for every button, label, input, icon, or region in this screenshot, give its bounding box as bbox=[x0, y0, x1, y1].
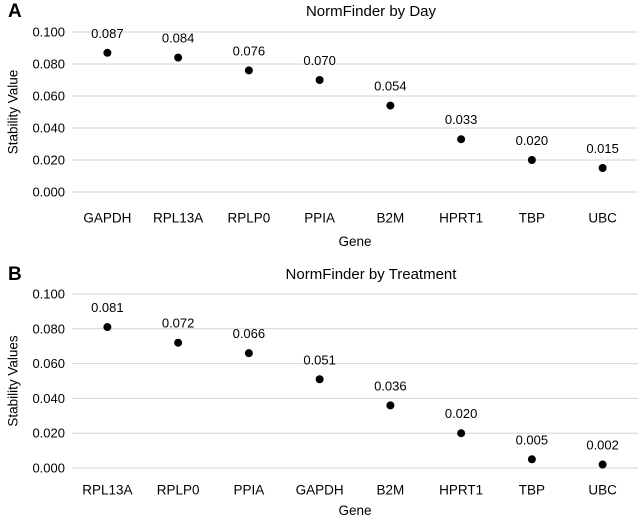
chart-title-b: NormFinder by Treatment bbox=[285, 266, 457, 283]
y-tick-label: 0.020 bbox=[32, 153, 65, 168]
data-point bbox=[244, 349, 253, 358]
y-tick-label: 0.040 bbox=[32, 121, 65, 136]
x-tick-label: PPIA bbox=[233, 483, 264, 498]
data-point-label: 0.033 bbox=[445, 112, 478, 127]
x-tick-label: HPRT1 bbox=[439, 483, 483, 498]
data-point bbox=[103, 48, 112, 57]
data-point-label: 0.066 bbox=[233, 326, 266, 341]
x-tick-label: RPL13A bbox=[153, 211, 203, 226]
data-point bbox=[244, 66, 253, 75]
y-tick-label: 0.000 bbox=[32, 185, 65, 200]
y-tick-label: 0.060 bbox=[32, 356, 65, 371]
data-point-label: 0.081 bbox=[91, 300, 124, 315]
data-point bbox=[527, 455, 536, 464]
panel-a: 0.000 0.020 0.040 0.060 0.080 0.100 0.087 GAPDH… bbox=[0, 0, 640, 263]
x-tick-label: RPLP0 bbox=[157, 483, 200, 498]
panel-letter-a: A bbox=[8, 1, 23, 22]
data-point bbox=[457, 135, 466, 144]
data-point bbox=[457, 429, 466, 438]
data-point-label: 0.002 bbox=[586, 438, 619, 453]
data-point bbox=[174, 338, 183, 347]
panel-b: 0.000 0.020 0.040 0.060 0.080 0.100 0.081 RPL13… bbox=[0, 263, 640, 527]
y-tick-label: 0.080 bbox=[32, 321, 65, 336]
y-axis-label-a: Stability Value bbox=[5, 69, 21, 155]
data-point-label: 0.087 bbox=[91, 26, 124, 41]
y-tick-label: 0.100 bbox=[32, 25, 65, 40]
x-tick-label: HPRT1 bbox=[439, 211, 483, 226]
chart-title-a: NormFinder by Day bbox=[305, 3, 437, 20]
data-point-label: 0.015 bbox=[586, 141, 619, 156]
data-point-label: 0.051 bbox=[303, 352, 336, 367]
y-tick-label: 0.020 bbox=[32, 426, 65, 441]
y-tick-label: 0.060 bbox=[32, 89, 65, 104]
y-tick-label: 0.000 bbox=[32, 461, 65, 476]
x-tick-label: TBP bbox=[519, 211, 545, 226]
data-point-label: 0.020 bbox=[516, 133, 549, 148]
data-point bbox=[315, 76, 324, 84]
data-point bbox=[598, 164, 607, 172]
y-tick-label: 0.100 bbox=[32, 287, 65, 302]
y-axis-label-b: Stability Values bbox=[5, 335, 21, 427]
x-axis-label-b: Gene bbox=[338, 503, 372, 518]
data-point-label: 0.020 bbox=[445, 406, 478, 421]
data-point-label: 0.076 bbox=[233, 43, 266, 58]
plot-area-b: 0.000 0.020 0.040 0.060 0.080 0.100 0.081 RPL13… bbox=[32, 287, 638, 498]
data-point bbox=[598, 460, 607, 469]
data-point-label: 0.070 bbox=[303, 53, 336, 68]
y-tick-label: 0.040 bbox=[32, 391, 65, 406]
plot-area-a: 0.000 0.020 0.040 0.060 0.080 0.100 0.087 GAPDH… bbox=[32, 25, 638, 226]
x-tick-label: TBP bbox=[519, 483, 545, 498]
data-point bbox=[103, 323, 112, 332]
x-tick-label: PPIA bbox=[304, 211, 335, 226]
data-point-label: 0.084 bbox=[162, 31, 195, 46]
x-tick-label: B2M bbox=[376, 211, 404, 226]
data-point-label: 0.054 bbox=[374, 79, 407, 94]
x-tick-label: GAPDH bbox=[83, 211, 131, 226]
data-point-label: 0.072 bbox=[162, 316, 195, 331]
data-point bbox=[315, 375, 324, 384]
data-point bbox=[527, 156, 536, 164]
data-point-label: 0.036 bbox=[374, 378, 407, 393]
data-point bbox=[386, 101, 395, 110]
y-tick-label: 0.080 bbox=[32, 57, 65, 72]
x-tick-label: B2M bbox=[376, 483, 404, 498]
x-axis-label-a: Gene bbox=[338, 234, 372, 249]
panel-letter-b: B bbox=[8, 264, 23, 285]
data-point bbox=[386, 401, 395, 410]
x-tick-label: UBC bbox=[588, 483, 617, 498]
x-tick-label: UBC bbox=[588, 211, 617, 226]
x-tick-label: RPL13A bbox=[82, 483, 132, 498]
data-point bbox=[174, 53, 183, 62]
x-tick-label: RPLP0 bbox=[227, 211, 270, 226]
data-point-label: 0.005 bbox=[516, 432, 549, 447]
x-tick-label: GAPDH bbox=[296, 483, 344, 498]
